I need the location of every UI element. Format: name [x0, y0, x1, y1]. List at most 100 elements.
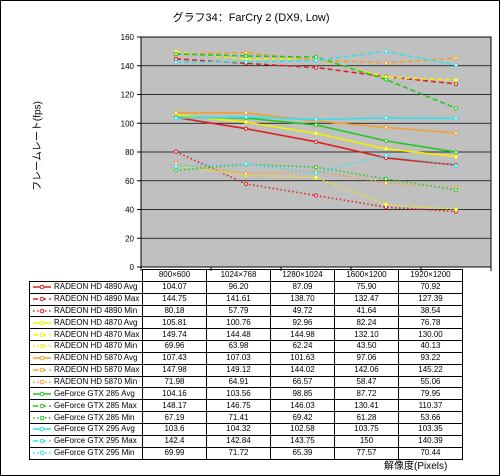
value-cell: 96.20: [206, 280, 271, 294]
legend-swatch: [32, 318, 52, 328]
value-cell: 57.79: [206, 304, 271, 318]
value-cell: 107.03: [206, 351, 271, 365]
series-name: GeForce GTX 285 Avg: [54, 388, 135, 398]
value-cell: 71.98: [142, 375, 207, 389]
data-point: [383, 115, 389, 120]
series-name: GeForce GTX 295 Max: [54, 436, 137, 446]
value-cell: 146.03: [270, 399, 335, 413]
value-cell: 79.95: [398, 387, 463, 401]
data-point: [173, 51, 179, 57]
value-cell: 144.75: [142, 292, 207, 306]
value-cell: 63.98: [206, 340, 271, 353]
x-axis-label: 解像度(Pixels): [384, 461, 448, 472]
data-point: [173, 110, 179, 115]
value-cell: 102.58: [270, 422, 335, 436]
data-point: [313, 117, 319, 122]
value-cell: 105.81: [142, 316, 207, 330]
legend-marker: [39, 450, 45, 456]
value-cell: 101.63: [270, 351, 335, 365]
data-point: [313, 122, 319, 128]
value-cell: 69.96: [142, 340, 207, 353]
series-label-cell: GeForce GTX 285 Max: [29, 399, 143, 413]
category-header: 1280×1024: [270, 269, 335, 282]
value-cell: 142.06: [334, 363, 399, 377]
y-axis-label: フレームレート(fps): [32, 101, 44, 191]
series-name: GeForce GTX 285 Min: [54, 412, 135, 422]
value-cell: 70.92: [398, 280, 463, 294]
legend-marker: [39, 367, 45, 373]
data-point: [173, 164, 179, 169]
data-point: [453, 163, 459, 168]
value-cell: 67.19: [142, 411, 207, 424]
value-cell: 144.02: [270, 363, 335, 377]
value-cell: 141.61: [206, 292, 271, 306]
data-point: [453, 207, 459, 212]
value-cell: 98.85: [270, 387, 335, 401]
data-point: [313, 165, 319, 170]
data-point: [243, 120, 249, 125]
value-cell: 147.98: [142, 363, 207, 377]
series-label-cell: RADEON HD 4890 Min: [29, 304, 143, 318]
value-cell: 69.42: [270, 411, 335, 424]
legend-swatch: [32, 282, 52, 292]
value-cell: 107.43: [142, 351, 207, 365]
table-row: GeForce GTX 295 Avg 103.6 104.32 102.58 103.…: [29, 422, 463, 436]
data-point: [243, 126, 249, 131]
legend-marker: [39, 427, 45, 432]
data-table: 800×600 1024×768 1280×1024 1600×1200 192…: [29, 269, 463, 460]
value-cell: 40.13: [398, 340, 463, 353]
legend-swatch: [32, 342, 52, 352]
value-cell: 149.12: [206, 363, 271, 377]
table-row: RADEON HD 4890 Min 80.18 57.79 49.72 41.64 38…: [29, 304, 463, 318]
data-point: [243, 50, 249, 55]
data-point: [313, 65, 319, 70]
data-point: [173, 56, 179, 62]
value-cell: 71.41: [206, 411, 271, 424]
value-cell: 66.57: [270, 375, 335, 389]
data-point: [453, 116, 459, 121]
series-label-cell: GeForce GTX 295 Max: [29, 434, 143, 448]
series-label-cell: RADEON HD 4870 Max: [29, 328, 143, 342]
legend-swatch: [32, 413, 52, 423]
table-row: RADEON HD 5870 Avg 107.43 107.03 101.63 97.0…: [29, 351, 463, 365]
y-tick-label: 100: [121, 119, 135, 128]
legend-marker: [39, 284, 45, 290]
value-cell: 55.06: [398, 375, 463, 389]
value-cell: 130.41: [334, 399, 399, 413]
table-header-row: 800×600 1024×768 1280×1024 1600×1200 192…: [30, 269, 463, 282]
value-cell: 103.6: [142, 422, 207, 436]
value-cell: 150: [334, 434, 399, 448]
value-cell: 97.06: [334, 351, 399, 365]
series-name: RADEON HD 5870 Max: [54, 365, 140, 375]
series-label-cell: RADEON HD 4890 Avg: [29, 280, 143, 294]
y-tick-label: 160: [121, 33, 135, 42]
table-row: RADEON HD 4870 Avg 105.81 100.76 92.96 82.24…: [29, 316, 463, 330]
series-label-cell: RADEON HD 5870 Min: [29, 375, 143, 389]
table-row: RADEON HD 4870 Min 69.96 63.98 62.24 43.50 40…: [29, 340, 463, 353]
value-cell: 104.07: [142, 280, 207, 294]
data-point: [383, 202, 389, 207]
legend-marker: [39, 415, 45, 420]
table-row: GeForce GTX 295 Max 142.4 142.84 143.75 150 1…: [29, 434, 463, 448]
data-point: [453, 187, 459, 192]
value-cell: 62.24: [270, 340, 335, 353]
value-cell: 103.56: [206, 387, 271, 401]
data-point: [173, 168, 179, 173]
series-name: RADEON HD 4870 Avg: [54, 317, 138, 327]
category-header: 1920×1200: [398, 269, 463, 282]
series-name: GeForce GTX 295 Avg: [54, 424, 135, 434]
series-label-cell: RADEON HD 5870 Max: [29, 363, 143, 377]
data-point: [383, 49, 389, 54]
value-cell: 142.84: [206, 434, 271, 448]
data-point: [313, 139, 319, 144]
chart-title: グラフ34：FarCry 2 (DX9, Low): [172, 12, 330, 24]
value-cell: 71.72: [206, 446, 271, 460]
legend-swatch: [32, 353, 52, 363]
legend-swatch: [32, 401, 52, 411]
category-header: 800×600: [142, 269, 207, 282]
value-cell: 38.54: [398, 304, 463, 318]
value-cell: 144.98: [270, 328, 335, 342]
table-corner: [30, 270, 143, 282]
